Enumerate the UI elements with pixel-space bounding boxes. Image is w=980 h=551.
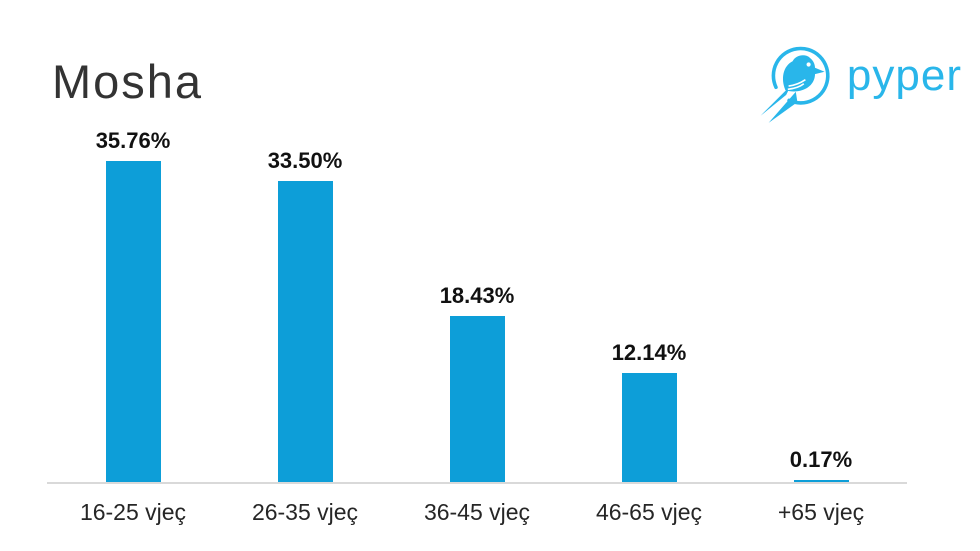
bar-value-label: 33.50% (267, 148, 343, 173)
x-axis-category-label: 16-25 vjeç (79, 499, 187, 525)
bar (449, 316, 505, 482)
bar-group: 0.17% (735, 448, 907, 482)
bars-area: 35.76% 33.50% 18.43% 12.14% 0.17% (47, 0, 907, 482)
x-axis-category-label: 36-45 vjeç (423, 499, 531, 525)
bar-value-label: 0.17% (789, 447, 853, 472)
bar (105, 161, 161, 482)
x-axis-category-label: +65 vjeç (777, 499, 865, 525)
bar-value-label: 12.14% (611, 340, 687, 365)
x-axis-category-label: 46-65 vjeç (595, 499, 703, 525)
pyper-logo-text: pyper (846, 51, 962, 100)
pyper-bird-icon (760, 46, 830, 123)
x-axis-line (47, 482, 907, 484)
x-axis-category-label: 26-35 vjeç (251, 499, 359, 525)
bar (793, 480, 849, 482)
x-axis-labels: 16-25 vjeç 26-35 vjeç 36-45 vjeç 46-65 vjeç… (47, 497, 907, 527)
bar-value-label: 35.76% (95, 128, 171, 153)
bar-value-label: 18.43% (439, 283, 515, 308)
bar (621, 373, 677, 482)
bar-chart: 35.76% 33.50% 18.43% 12.14% 0.17% 16-25 vjeç… (47, 0, 907, 551)
bar-group: 35.76% (47, 129, 219, 482)
bar-group: 12.14% (563, 341, 735, 482)
chart-title: Mosha (52, 55, 204, 108)
pyper-logo: pyper (759, 42, 962, 127)
bar-group: 18.43% (391, 284, 563, 482)
bar-group: 33.50% (219, 149, 391, 482)
bar (277, 181, 333, 482)
